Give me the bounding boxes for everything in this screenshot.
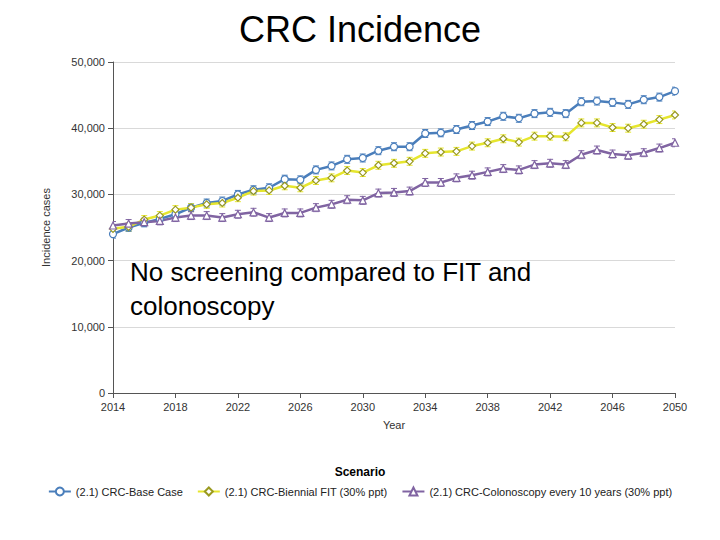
svg-text:30,000: 30,000 [71, 188, 105, 200]
svg-text:2014: 2014 [101, 401, 125, 413]
svg-text:50,000: 50,000 [71, 56, 105, 68]
svg-text:2030: 2030 [351, 401, 375, 413]
svg-text:2022: 2022 [226, 401, 250, 413]
svg-text:2046: 2046 [600, 401, 624, 413]
svg-text:2034: 2034 [413, 401, 437, 413]
svg-text:(2.1) CRC-Base Case: (2.1) CRC-Base Case [76, 486, 183, 498]
svg-text:CRC Incidence: CRC Incidence [239, 9, 481, 50]
svg-text:Year: Year [383, 419, 406, 431]
svg-text:(2.1) CRC-Colonoscopy every 10: (2.1) CRC-Colonoscopy every 10 years (30… [429, 486, 672, 498]
svg-text:Incidence cases: Incidence cases [40, 188, 52, 267]
svg-text:20,000: 20,000 [71, 255, 105, 267]
svg-text:2026: 2026 [288, 401, 312, 413]
svg-text:Scenario: Scenario [335, 465, 386, 479]
svg-text:No screening compared to FIT a: No screening compared to FIT and [130, 257, 539, 287]
svg-text:2042: 2042 [538, 401, 562, 413]
svg-text:colonoscopy: colonoscopy [130, 291, 275, 321]
svg-text:2050: 2050 [663, 401, 687, 413]
svg-text:2038: 2038 [475, 401, 499, 413]
svg-text:(2.1) CRC-Biennial FIT (30% pp: (2.1) CRC-Biennial FIT (30% ppt) [225, 486, 387, 498]
svg-text:2018: 2018 [163, 401, 187, 413]
svg-text:0: 0 [99, 387, 105, 399]
svg-text:40,000: 40,000 [71, 122, 105, 134]
svg-text:10,000: 10,000 [71, 321, 105, 333]
